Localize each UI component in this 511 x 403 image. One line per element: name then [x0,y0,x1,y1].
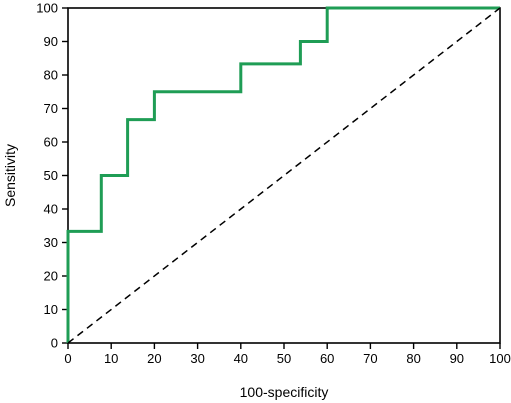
y-axis-ticks: 0 10 20 30 40 50 60 70 80 90 100 [36,1,68,351]
series-layer [66,6,501,344]
plot-frame [67,7,501,344]
x-tick-label: 90 [450,351,464,366]
x-tick-label: 50 [277,351,291,366]
roc-curve-line [66,6,500,343]
x-tick-label: 80 [406,351,420,366]
y-tick-label: 70 [44,101,58,116]
x-tick-label: 30 [190,351,204,366]
reference-diagonal-line [67,7,501,344]
x-tick-label: 70 [363,351,377,366]
y-tick-label: 0 [51,336,58,351]
x-tick-label: 40 [234,351,248,366]
y-tick-label: 80 [44,68,58,83]
y-tick-label: 100 [36,1,58,16]
x-tick-label: 60 [320,351,334,366]
y-tick-label: 40 [44,202,58,217]
y-tick-label: 30 [44,235,58,250]
y-axis-label: Sensitivity [2,144,18,207]
x-tick-label: 0 [64,351,71,366]
x-tick-label: 100 [489,351,511,366]
y-tick-label: 20 [44,269,58,284]
x-axis-label: 100-specificity [240,384,329,400]
x-tick-label: 10 [104,351,118,366]
x-tick-label: 20 [147,351,161,366]
y-tick-label: 90 [44,34,58,49]
y-tick-label: 50 [44,168,58,183]
x-axis-ticks: 0 10 20 30 40 50 60 70 80 90 100 [64,343,511,366]
y-tick-label: 10 [44,302,58,317]
plot-area: 0 10 20 30 40 50 60 70 80 90 100 0 10 20 30 40 50 60 70 80… [36,1,511,367]
y-tick-label: 60 [44,135,58,150]
